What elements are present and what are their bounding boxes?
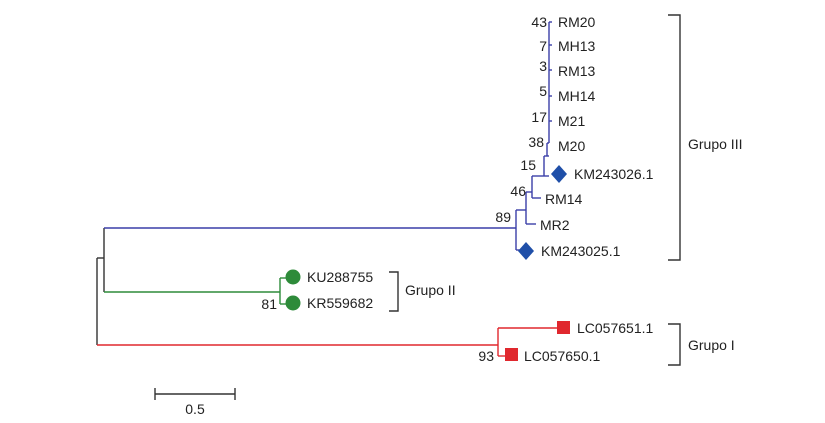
bootstrap-3: 3 [539,58,547,74]
square-marker-lc057651 [557,321,570,334]
scale-bar: 0.5 [154,388,236,417]
taxon-label-lc057651: LC057651.1 [577,320,654,336]
bracket-grupo-II [389,271,399,312]
bootstrap-38: 38 [528,134,544,150]
taxon-label-ku288755: KU288755 [307,269,373,285]
bracket-grupo-III [668,14,681,261]
group-label-grupo-III: Grupo III [688,136,742,152]
bootstrap-93: 93 [478,348,494,364]
root-branches [96,228,105,345]
bootstrap-43: 43 [531,14,547,30]
diamond-marker-km243025 [518,242,534,260]
group-brackets: Grupo III Grupo II Grupo I [389,14,742,366]
group-label-grupo-II: Grupo II [405,282,456,298]
taxon-label-kr559682: KR559682 [307,295,373,311]
bootstrap-46: 46 [510,183,526,199]
taxon-label-rm13: RM13 [558,63,596,79]
taxon-labels: RM20 MH13 RM13 MH14 M21 M20 KM243026.1 R… [307,14,654,364]
scale-bar-label: 0.5 [185,401,205,417]
bootstrap-17: 17 [531,109,547,125]
clade-grupo-I [97,327,558,357]
square-marker-lc057650 [505,348,518,361]
taxon-label-mh13: MH13 [558,38,596,54]
tip-markers [285,165,570,361]
taxon-label-lc057650: LC057650.1 [524,348,601,364]
bracket-grupo-I [668,323,681,366]
taxon-label-mh14: MH14 [558,88,596,104]
clade-grupo-III [104,21,552,251]
bootstrap-15: 15 [520,157,536,173]
bootstrap-5: 5 [539,83,547,99]
circle-marker-ku288755 [285,269,301,285]
diamond-marker-km243026 [551,165,567,183]
bootstrap-7: 7 [539,38,547,54]
taxon-label-rm20: RM20 [558,14,596,30]
bootstrap-89: 89 [495,209,511,225]
taxon-label-km243025: KM243025.1 [541,243,621,259]
bootstrap-values: 43 7 3 5 17 38 15 46 89 81 93 [261,14,547,364]
circle-marker-kr559682 [285,295,301,311]
taxon-label-km243026: KM243026.1 [574,166,654,182]
bootstrap-81: 81 [261,296,277,312]
taxon-label-rm14: RM14 [545,191,583,207]
taxon-label-mr2: MR2 [540,217,570,233]
group-label-grupo-I: Grupo I [688,337,735,353]
taxon-label-m20: M20 [558,138,585,154]
taxon-label-m21: M21 [558,113,585,129]
